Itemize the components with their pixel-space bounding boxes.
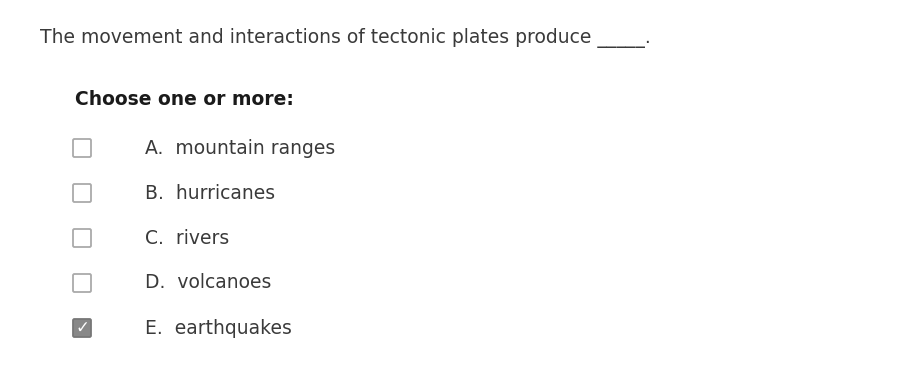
Text: ✓: ✓ — [75, 319, 89, 337]
FancyBboxPatch shape — [73, 229, 91, 247]
Text: B.  hurricanes: B. hurricanes — [145, 183, 275, 203]
Text: The movement and interactions of tectonic plates produce _____.: The movement and interactions of tectoni… — [40, 28, 650, 48]
Text: C.  rivers: C. rivers — [145, 229, 230, 247]
FancyBboxPatch shape — [73, 139, 91, 157]
FancyBboxPatch shape — [73, 184, 91, 202]
Text: A.  mountain ranges: A. mountain ranges — [145, 138, 335, 158]
Text: D.  volcanoes: D. volcanoes — [145, 274, 271, 292]
FancyBboxPatch shape — [73, 319, 91, 337]
Text: E.  earthquakes: E. earthquakes — [145, 318, 292, 338]
FancyBboxPatch shape — [73, 274, 91, 292]
Text: Choose one or more:: Choose one or more: — [75, 90, 294, 109]
